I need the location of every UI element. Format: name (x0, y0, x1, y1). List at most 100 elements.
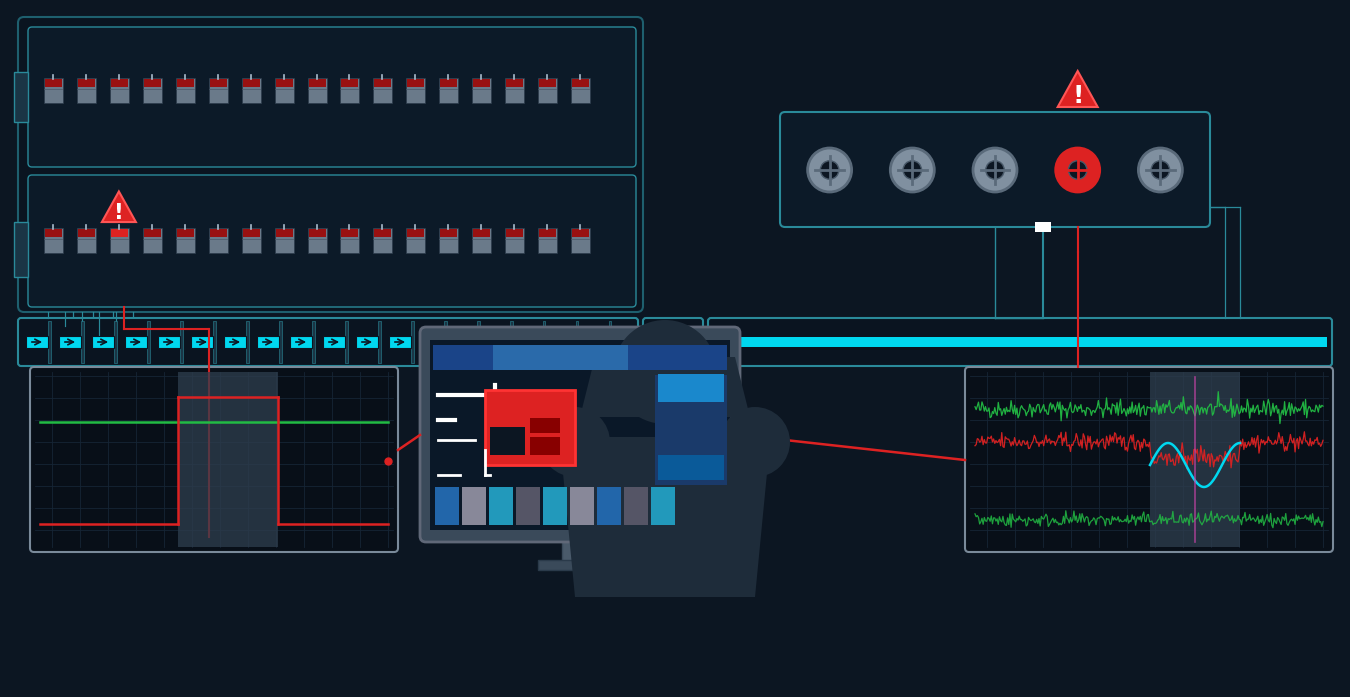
Bar (570, 487, 594, 525)
FancyBboxPatch shape (28, 175, 636, 307)
Bar (651, 487, 675, 525)
Bar (342, 229, 359, 237)
Bar (1034, 222, 1050, 232)
Bar (389, 336, 410, 348)
Bar (26, 336, 49, 348)
Bar (554, 336, 576, 348)
Bar (177, 79, 194, 87)
Bar (49, 321, 50, 363)
Bar (477, 321, 479, 363)
Bar (657, 374, 724, 402)
Bar (309, 79, 325, 87)
Bar (374, 78, 393, 103)
Circle shape (540, 407, 610, 477)
Bar (45, 78, 63, 103)
Bar (109, 78, 128, 103)
Bar (489, 487, 513, 525)
Bar (516, 487, 540, 525)
Bar (308, 228, 327, 253)
Bar (14, 72, 28, 122)
Circle shape (1152, 161, 1169, 179)
FancyBboxPatch shape (18, 17, 643, 312)
Bar (144, 229, 161, 237)
Bar (356, 336, 378, 348)
Circle shape (613, 320, 717, 424)
Bar (312, 321, 315, 363)
Bar (143, 228, 162, 253)
Bar (147, 321, 150, 363)
Bar (539, 229, 556, 237)
Bar (713, 337, 1327, 347)
Polygon shape (560, 442, 770, 597)
Bar (81, 321, 84, 363)
Bar (572, 79, 589, 87)
Bar (340, 78, 359, 103)
Bar (440, 79, 458, 87)
Bar (374, 229, 392, 237)
Circle shape (720, 407, 790, 477)
Bar (474, 229, 490, 237)
Bar (444, 321, 447, 363)
Bar (435, 487, 459, 525)
Bar (275, 229, 293, 237)
Bar (474, 79, 490, 87)
Bar (209, 229, 227, 237)
Circle shape (807, 148, 852, 192)
Bar (242, 78, 261, 103)
Bar (531, 437, 560, 455)
Bar (657, 455, 724, 480)
Bar (609, 321, 612, 363)
Bar (539, 78, 558, 103)
Polygon shape (1057, 71, 1098, 107)
Bar (126, 336, 147, 348)
Polygon shape (101, 192, 136, 222)
Bar (109, 228, 128, 253)
Bar (455, 336, 477, 348)
Bar (209, 79, 227, 87)
Bar (78, 79, 94, 87)
Bar (624, 487, 648, 525)
Bar (78, 229, 94, 237)
Circle shape (1068, 161, 1087, 179)
Bar (431, 340, 730, 530)
Circle shape (973, 148, 1017, 192)
Bar (308, 78, 327, 103)
Bar (539, 228, 558, 253)
Bar (309, 229, 325, 237)
Text: !: ! (1072, 84, 1084, 108)
Bar (274, 228, 293, 253)
Bar (256, 336, 279, 348)
Bar (521, 336, 543, 348)
Bar (180, 321, 182, 363)
Bar (14, 222, 28, 277)
Circle shape (903, 161, 922, 179)
Bar (158, 336, 180, 348)
Polygon shape (580, 357, 751, 417)
Bar (346, 321, 347, 363)
Bar (506, 79, 524, 87)
Bar (113, 321, 116, 363)
Bar (77, 228, 96, 253)
Bar (176, 78, 194, 103)
Bar (45, 228, 63, 253)
Bar (572, 229, 589, 237)
Bar (433, 345, 728, 370)
Bar (374, 79, 392, 87)
Bar (543, 487, 567, 525)
FancyBboxPatch shape (18, 318, 639, 366)
Bar (279, 321, 282, 363)
Circle shape (890, 148, 934, 192)
Bar (243, 79, 259, 87)
Bar (539, 79, 556, 87)
Bar (178, 372, 278, 547)
Bar (45, 229, 62, 237)
Bar (472, 228, 491, 253)
FancyBboxPatch shape (707, 318, 1332, 366)
Bar (462, 487, 486, 525)
Bar (111, 229, 128, 237)
Bar (493, 345, 628, 370)
FancyBboxPatch shape (965, 367, 1332, 552)
Bar (143, 78, 162, 103)
Bar (506, 229, 524, 237)
FancyBboxPatch shape (780, 112, 1210, 227)
